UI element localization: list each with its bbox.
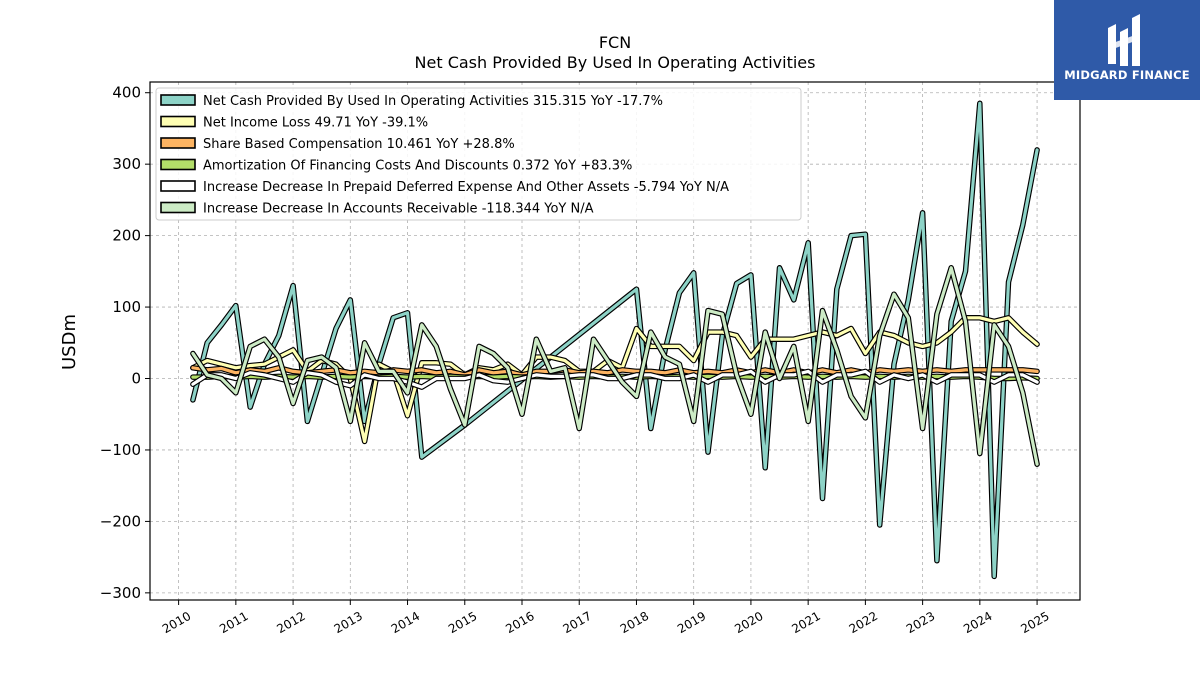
watermark-text: MIDGARD FINANCE (1064, 68, 1190, 82)
legend-entry: Amortization Of Financing Costs And Disc… (203, 159, 632, 174)
x-tick-label: 2012 (274, 609, 307, 636)
series-4-line (191, 369, 1039, 389)
x-tick-label: 2016 (503, 609, 536, 636)
x-tick-label: 2011 (217, 609, 250, 636)
x-tick-label: 2013 (332, 609, 365, 636)
chart-subtitle: Net Cash Provided By Used In Operating A… (415, 53, 816, 72)
legend-entry: Share Based Compensation 10.461 YoY +28.… (203, 137, 515, 152)
y-tick-label: 300 (112, 155, 141, 173)
x-tick-label: 2023 (904, 609, 937, 636)
y-axis-label: USDm (59, 314, 80, 370)
x-tick-label: 2010 (160, 609, 193, 636)
x-tick-label: 2015 (446, 609, 479, 636)
y-tick-label: −100 (100, 441, 141, 459)
x-tick-label: 2022 (847, 609, 880, 636)
plot-frame (149, 81, 1081, 601)
logo-mark-icon (1108, 14, 1140, 66)
series-layer (190, 100, 1040, 580)
y-tick-label: 200 (112, 227, 141, 245)
x-tick-label: 2021 (789, 609, 822, 636)
x-tick-label: 2017 (561, 609, 594, 636)
legend: Net Cash Provided By Used In Operating A… (155, 87, 802, 221)
x-tick-label: 2020 (732, 609, 765, 636)
y-tick-label: 100 (112, 298, 141, 316)
legend-swatch (160, 201, 196, 214)
x-tick-label: 2025 (1018, 609, 1051, 636)
legend-swatch (160, 158, 196, 171)
legend-entry: Net Cash Provided By Used In Operating A… (203, 94, 663, 109)
legend-entry: Net Income Loss 49.71 YoY -39.1% (203, 116, 428, 131)
x-tick-label: 2024 (961, 609, 994, 636)
y-tick-label: 0 (131, 370, 141, 388)
x-tick-label: 2014 (389, 609, 422, 636)
y-tick-label: 400 (112, 84, 141, 102)
x-tick-label: 2018 (618, 609, 651, 636)
legend-entry: Increase Decrease In Accounts Receivable… (203, 202, 594, 217)
chart-title: FCN (599, 33, 631, 52)
legend-swatch (160, 137, 196, 149)
y-tick-label: −200 (100, 512, 141, 530)
x-tick-label: 2019 (675, 609, 708, 636)
legend-swatch (160, 180, 196, 192)
series-5-line (191, 266, 1039, 466)
midgard-finance-logo: MIDGARD FINANCE (1054, 0, 1200, 100)
legend-box (155, 87, 802, 221)
legend-swatch (160, 115, 196, 128)
legend-entry: Increase Decrease In Prepaid Deferred Ex… (203, 180, 729, 195)
y-tick-label: −300 (100, 584, 141, 602)
legend-swatch (160, 94, 196, 106)
